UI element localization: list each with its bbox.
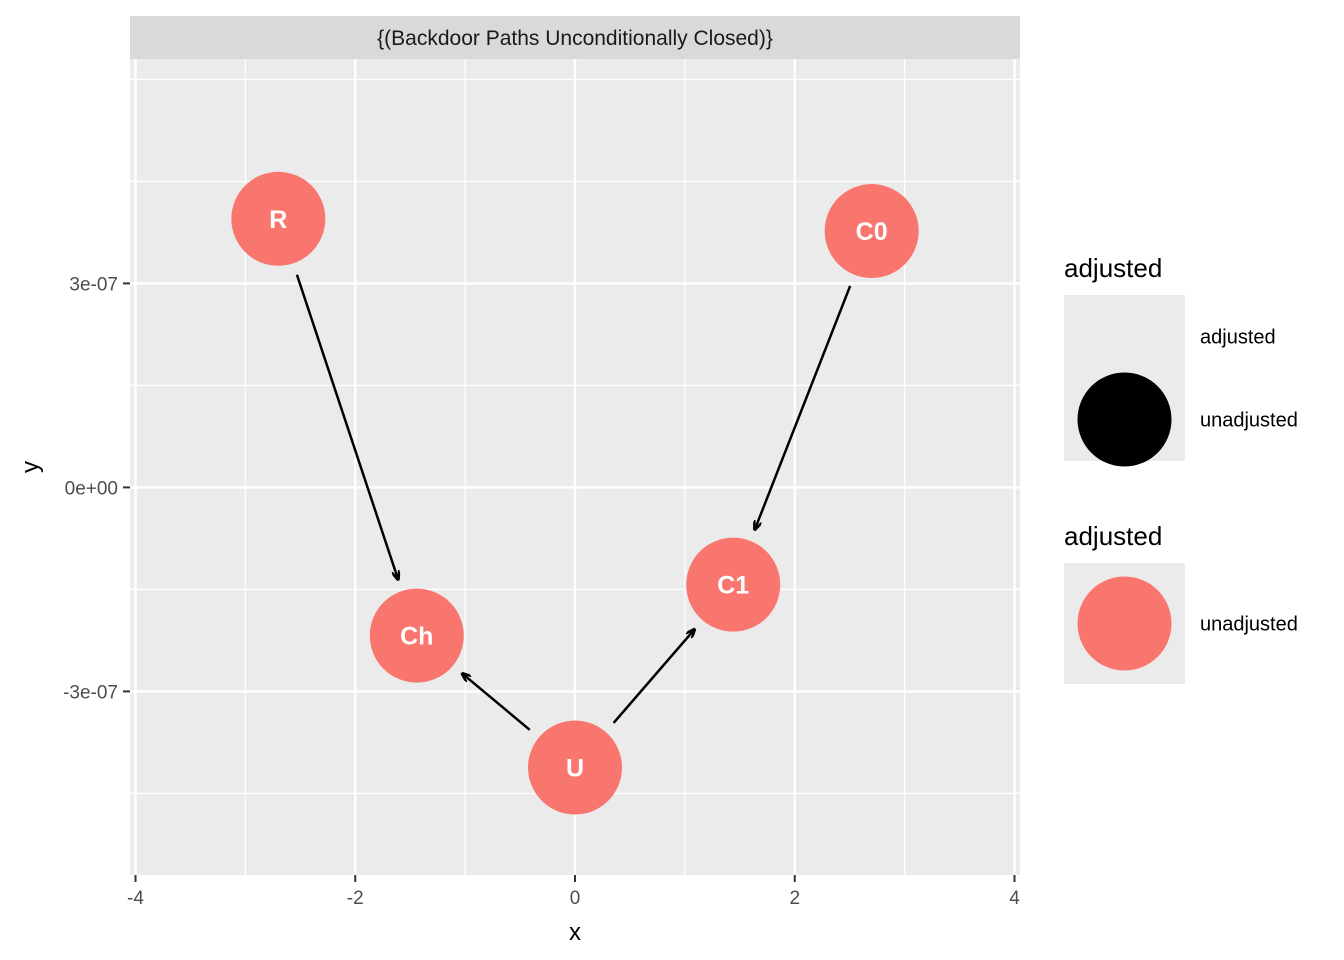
x-tick-label: 0 bbox=[570, 888, 581, 909]
y-axis: -3e-07 0e+00 3e-07 bbox=[63, 274, 130, 703]
legend-title: adjusted bbox=[1064, 253, 1162, 283]
node-r bbox=[231, 171, 326, 266]
legend-label-unadjusted: unadjusted bbox=[1200, 614, 1298, 636]
edge-u-c1 bbox=[612, 629, 695, 724]
legend: adjusted adjusted unadjusted adjusted unadju… bbox=[1064, 253, 1298, 684]
x-axis: -4 -2 0 2 4 bbox=[127, 875, 1020, 909]
legend-key-unadjusted bbox=[1077, 372, 1172, 467]
x-axis-title: x bbox=[569, 919, 581, 946]
legend-label-unadjusted: unadjusted bbox=[1200, 410, 1298, 432]
node-u bbox=[528, 720, 622, 815]
node-label-c0: C0 bbox=[856, 218, 888, 246]
node-ch bbox=[369, 588, 464, 683]
y-tick-label: -3e-07 bbox=[63, 682, 118, 703]
facet-strip bbox=[130, 16, 1020, 59]
x-tick-label: -2 bbox=[347, 888, 364, 909]
facet-title: {(Backdoor Paths Unconditionally Closed)… bbox=[377, 27, 773, 50]
node-label-u: U bbox=[566, 755, 584, 783]
edge-r-ch bbox=[295, 274, 398, 580]
edge-c0-c1 bbox=[755, 285, 852, 530]
grid-major bbox=[130, 59, 1020, 875]
legend-title: adjusted bbox=[1064, 521, 1162, 551]
node-c1 bbox=[686, 537, 781, 632]
x-tick-label: 4 bbox=[1009, 888, 1020, 909]
node-label-ch: Ch bbox=[400, 623, 433, 651]
edges bbox=[295, 274, 852, 731]
legend-key-unadjusted bbox=[1077, 576, 1172, 671]
nodes: R C0 Ch C1 U bbox=[231, 171, 919, 815]
y-tick-label: 0e+00 bbox=[65, 478, 118, 499]
y-tick-label: 3e-07 bbox=[69, 274, 118, 295]
x-tick-label: 2 bbox=[789, 888, 800, 909]
x-tick-label: -4 bbox=[127, 888, 144, 909]
node-label-c1: C1 bbox=[717, 572, 749, 600]
node-c0 bbox=[824, 184, 919, 279]
y-axis-title: y bbox=[17, 461, 44, 473]
legend-label-adjusted: adjusted bbox=[1200, 327, 1276, 349]
edge-u-ch bbox=[462, 673, 531, 731]
node-label-r: R bbox=[269, 206, 287, 234]
